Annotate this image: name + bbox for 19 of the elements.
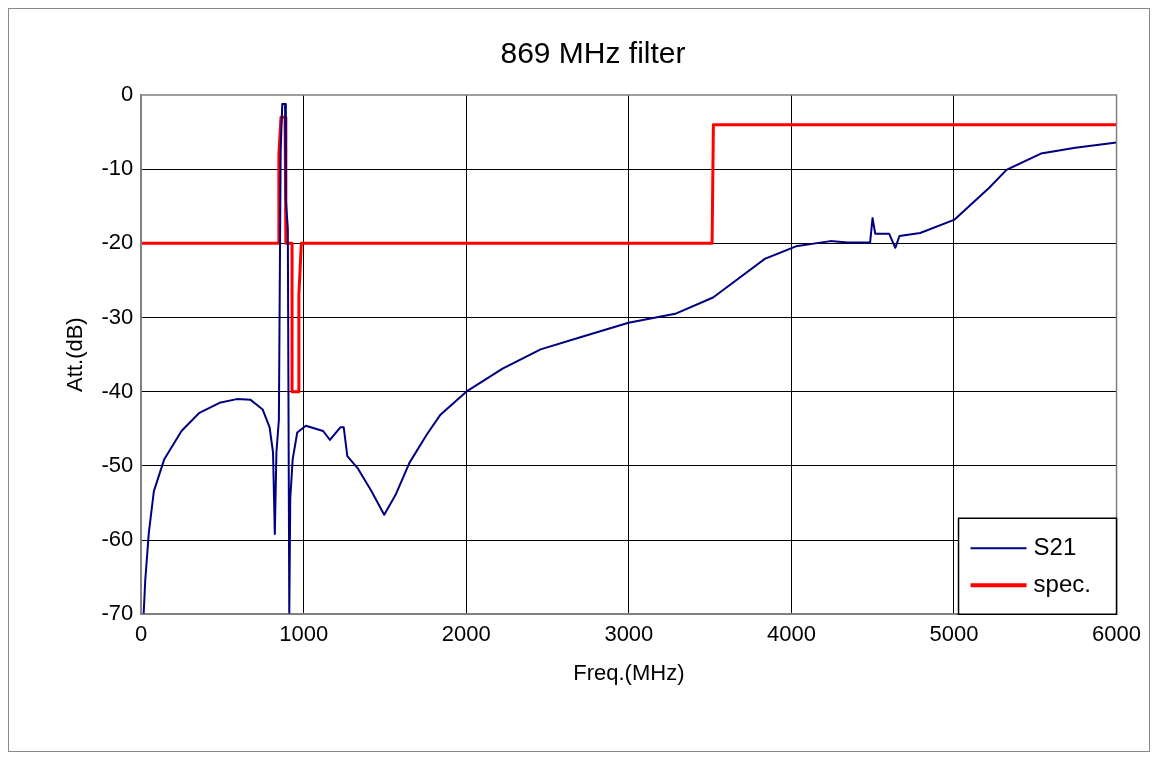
y-tick-label: -30: [101, 303, 134, 329]
y-axis-title: Att.(dB): [62, 317, 88, 392]
legend-label: spec.: [1033, 569, 1091, 597]
x-axis-title: Freq.(MHz): [573, 659, 685, 685]
y-tick-label: -70: [101, 600, 134, 626]
y-tick-label: -60: [101, 526, 134, 552]
y-tick-label: -20: [101, 229, 134, 255]
x-tick-label: 5000: [929, 621, 979, 647]
y-tick-label: 0: [120, 81, 134, 107]
x-tick-label: 2000: [441, 621, 491, 647]
y-tick-label: -10: [101, 155, 134, 181]
x-tick-label: 3000: [604, 621, 654, 647]
x-tick-label: 6000: [1092, 621, 1142, 647]
x-tick-label: 1000: [279, 621, 329, 647]
legend-label: S21: [1033, 532, 1077, 560]
x-tick-label: 4000: [766, 621, 816, 647]
y-tick-label: -40: [101, 377, 134, 403]
y-tick-label: -50: [101, 451, 134, 477]
chart-title: 869 MHz filter: [500, 36, 686, 70]
